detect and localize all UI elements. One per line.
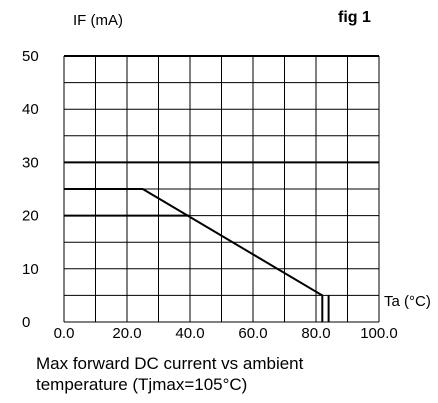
chart-caption: Max forward DC current vs ambient temper… <box>36 353 436 395</box>
caption-line-1: Max forward DC current vs ambient <box>36 354 304 373</box>
x-axis-label: Ta (°C) <box>384 293 431 310</box>
y-tick-labels: 0 10 20 30 40 50 <box>22 48 39 331</box>
x-tick-label: 40.0 <box>175 325 204 342</box>
x-tick-label: 20.0 <box>112 325 141 342</box>
caption-line-2: temperature (Tjmax=105°C) <box>36 375 248 394</box>
y-tick-label: 40 <box>22 101 39 118</box>
x-tick-label: 60.0 <box>238 325 267 342</box>
x-tick-label: 100.0 <box>360 325 398 342</box>
y-tick-label: 10 <box>22 261 39 278</box>
y-tick-label: 0 <box>22 314 30 331</box>
x-tick-labels: 0.0 20.0 40.0 60.0 80.0 100.0 <box>54 325 398 342</box>
y-axis-label: IF (mA) <box>73 12 123 29</box>
figure-label: fig 1 <box>338 9 371 26</box>
x-tick-label: 80.0 <box>301 325 330 342</box>
plot-area <box>64 55 379 322</box>
y-tick-label: 20 <box>22 208 39 225</box>
x-tick-label: 0.0 <box>54 325 75 342</box>
y-tick-label: 30 <box>22 154 39 171</box>
series-line <box>64 188 324 322</box>
y-tick-label: 50 <box>22 48 39 65</box>
